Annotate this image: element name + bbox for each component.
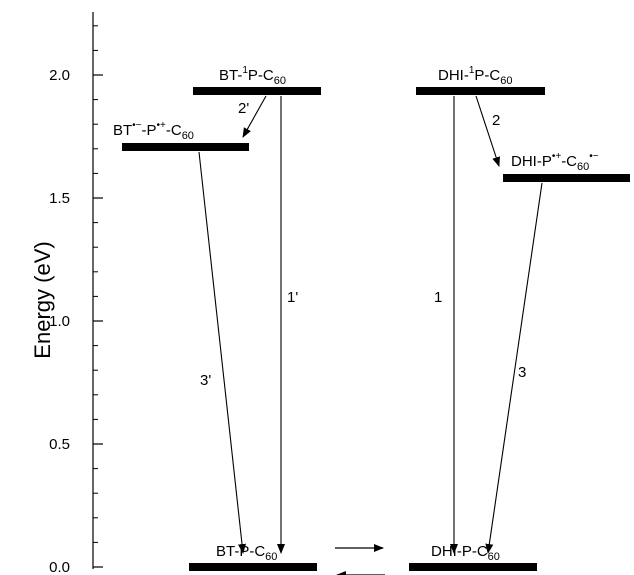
y-tick-label: 2.0 bbox=[49, 67, 70, 84]
transition-arrow-3prime bbox=[198, 151, 246, 554]
level-bar-bt-cs bbox=[122, 143, 249, 151]
y-tick-label: 0.0 bbox=[49, 559, 70, 575]
label-dhi-1p-c60: DHI-1P-C60 bbox=[438, 65, 512, 87]
level-bar-bt-1p-c60 bbox=[193, 87, 321, 95]
y-tick-label: 1.5 bbox=[49, 190, 70, 207]
level-labels: BT-1P-C60 BT•−-P•+-C60 DHI-1P-C60 DHI-P•… bbox=[113, 65, 599, 563]
label-dhi-cs: DHI-P•+-C60•− bbox=[511, 151, 599, 173]
level-bar-dhi-cs bbox=[503, 174, 630, 182]
level-bar-bt-p-c60 bbox=[189, 563, 317, 571]
transition-label-3prime: 3' bbox=[200, 372, 211, 389]
transition-label-1prime: 1' bbox=[287, 289, 298, 306]
transition-label-1: 1 bbox=[434, 289, 442, 306]
transition-arrow-3 bbox=[485, 182, 543, 554]
level-bar-dhi-p-c60 bbox=[409, 563, 537, 571]
label-bt-p-c60: BT-P-C60 bbox=[216, 543, 277, 563]
label-dhi-p-c60: DHI-P-C60 bbox=[431, 543, 500, 563]
transition-arrow-2prime bbox=[242, 95, 267, 138]
label-bt-1p-c60: BT-1P-C60 bbox=[219, 65, 286, 87]
y-axis: 0.0 0.5 1.0 1.5 2.0 Energy (eV) bbox=[30, 12, 103, 575]
level-bar-dhi-1p-c60 bbox=[416, 87, 545, 95]
label-bt-cs: BT•−-P•+-C60 bbox=[113, 120, 194, 142]
y-axis-label: Energy (eV) bbox=[30, 241, 55, 358]
energy-levels bbox=[122, 87, 630, 571]
y-tick-label: 1.0 bbox=[49, 313, 70, 330]
y-tick-label: 0.5 bbox=[49, 436, 70, 453]
transition-arrow-2 bbox=[475, 95, 500, 167]
transition-label-3: 3 bbox=[518, 364, 526, 381]
transition-label-2prime: 2' bbox=[238, 100, 249, 117]
transition-label-2: 2 bbox=[492, 112, 500, 129]
transitions: 2' 1' 3' 1 2 3 bbox=[198, 95, 543, 575]
